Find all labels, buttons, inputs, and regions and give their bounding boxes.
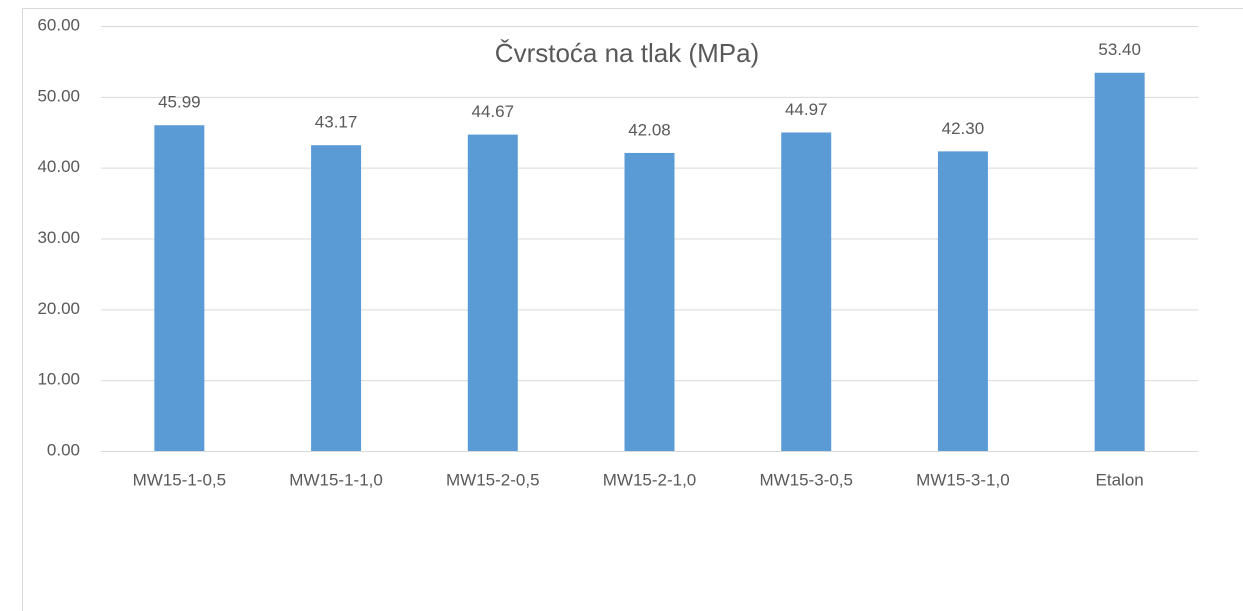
y-tick-label: 40.00: [37, 157, 80, 176]
x-tick-label: MW15-1-1,0: [289, 470, 383, 489]
x-tick-label: Etalon: [1096, 470, 1144, 489]
data-label: 42.08: [628, 120, 671, 139]
bar: [467, 134, 518, 451]
data-label: 44.97: [785, 100, 828, 119]
data-label: 43.17: [315, 113, 358, 132]
bar: [937, 151, 988, 451]
x-tick-label: MW15-1-0,5: [133, 470, 227, 489]
y-tick-label: 30.00: [37, 228, 80, 247]
bar: [781, 132, 832, 451]
x-tick-label: MW15-2-0,5: [446, 470, 540, 489]
x-tick-label: MW15-2-1,0: [603, 470, 697, 489]
y-tick-label: 10.00: [37, 370, 80, 389]
bar: [154, 125, 205, 452]
y-tick-label: 20.00: [37, 299, 80, 318]
chart-frame: [22, 8, 1243, 611]
bar: [624, 152, 675, 451]
bar: [1094, 72, 1145, 451]
x-tick-label: MW15-3-1,0: [916, 470, 1010, 489]
y-tick-label: 0.00: [47, 440, 80, 459]
data-label: 53.40: [1098, 40, 1141, 59]
y-tick-label: 60.00: [37, 15, 80, 34]
data-label: 45.99: [158, 93, 201, 112]
y-tick-label: 50.00: [37, 86, 80, 105]
data-label: 44.67: [472, 102, 515, 121]
bar: [311, 145, 362, 451]
chart-title: Čvrstoća na tlak (MPa): [495, 38, 759, 68]
x-tick-label: MW15-3-0,5: [759, 470, 853, 489]
data-label: 42.30: [942, 119, 985, 138]
